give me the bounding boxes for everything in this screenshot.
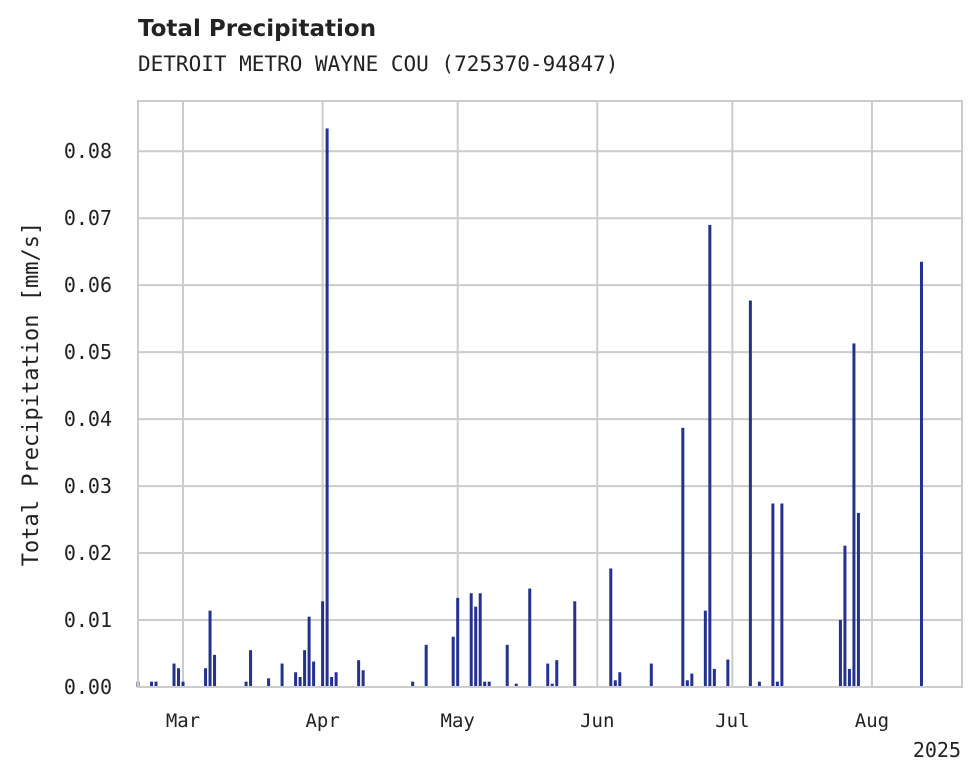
precip-bar <box>847 668 851 687</box>
precip-bar <box>267 678 271 687</box>
bar-series <box>136 128 923 688</box>
precip-bar <box>649 663 653 687</box>
precip-bar <box>919 261 923 687</box>
precip-bar <box>244 681 248 687</box>
y-tick-labels: 0.00 0.01 0.02 0.03 0.04 0.05 0.06 0.07 0.08 <box>64 139 112 699</box>
precip-bar <box>483 681 487 687</box>
precip-bar <box>726 659 730 687</box>
x-tick-label: Mar <box>166 710 200 732</box>
x-tick-label: Aug <box>855 710 889 732</box>
precip-bar <box>780 503 784 687</box>
precip-bar <box>411 681 415 687</box>
x-tick-labels: Mar Apr May Jun Jul Aug <box>166 710 889 732</box>
precip-bar <box>573 601 577 687</box>
chart-title: Total Precipitation <box>138 16 377 42</box>
precip-bar <box>357 660 361 687</box>
precip-bar <box>613 680 617 687</box>
precip-bar <box>307 616 311 687</box>
precip-bar <box>528 588 532 687</box>
precip-bar <box>469 593 473 687</box>
precip-bar <box>361 670 365 687</box>
precip-bar <box>708 224 712 687</box>
y-tick-label: 0.07 <box>64 206 112 230</box>
precip-bar <box>856 512 860 687</box>
precip-bar <box>712 668 716 687</box>
precip-bar <box>334 672 338 687</box>
precip-bar <box>852 343 856 687</box>
grid-lines <box>138 101 962 688</box>
precip-bar <box>451 636 455 687</box>
plot-frame <box>137 100 963 688</box>
precip-bar <box>546 663 550 687</box>
precip-bar <box>838 620 842 687</box>
precip-bar <box>181 681 185 687</box>
precip-bar <box>213 654 217 687</box>
precip-bar <box>325 128 329 688</box>
precip-bar <box>177 668 181 687</box>
precip-bar <box>321 601 325 687</box>
precip-bar <box>172 663 176 687</box>
precip-bar <box>294 672 298 687</box>
y-tick-label: 0.04 <box>64 407 112 431</box>
y-tick-label: 0.01 <box>64 608 112 632</box>
precip-bar <box>681 427 685 687</box>
precip-bar <box>550 683 554 687</box>
y-axis-label: Total Precipitation [mm/s] <box>19 222 44 566</box>
precip-bar <box>330 676 334 687</box>
precip-bar <box>703 610 707 687</box>
precip-bar <box>424 644 428 687</box>
x-tick-label: May <box>441 710 475 732</box>
precip-bar <box>555 660 559 687</box>
precip-bar <box>478 593 482 687</box>
precip-bar <box>280 663 284 687</box>
precip-bar <box>690 673 694 687</box>
x-tick-label: Jul <box>715 710 749 732</box>
precip-bar <box>303 650 307 687</box>
precip-bar <box>487 681 491 687</box>
precip-bar <box>208 610 212 687</box>
precip-bar <box>748 300 752 687</box>
y-tick-label: 0.08 <box>64 139 112 163</box>
precip-bar <box>249 650 253 687</box>
precip-bar <box>514 683 518 687</box>
precip-bar <box>150 681 154 687</box>
precip-bar <box>771 503 775 687</box>
precip-bar <box>505 644 509 687</box>
precip-bar <box>757 681 761 687</box>
y-tick-label: 0.05 <box>64 340 112 364</box>
precip-bar <box>474 606 478 687</box>
precip-bar <box>456 597 460 687</box>
x-tick-label: Jun <box>580 710 614 732</box>
precip-bar <box>312 661 316 687</box>
precip-bar <box>298 676 302 687</box>
precip-bar <box>204 668 208 687</box>
y-tick-label: 0.03 <box>64 474 112 498</box>
chart-subtitle: DETROIT METRO WAYNE COU (725370-94847) <box>138 52 619 76</box>
x-tick-label: Apr <box>305 710 339 732</box>
y-tick-label: 0.02 <box>64 541 112 565</box>
precip-bar <box>618 672 622 687</box>
precip-bar <box>609 568 613 687</box>
precip-bar <box>154 681 158 687</box>
y-tick-label: 0.00 <box>64 675 112 699</box>
precip-bar <box>685 680 689 687</box>
year-label: 2025 <box>913 738 961 762</box>
precip-bar <box>843 545 847 687</box>
precip-bar <box>775 681 779 687</box>
y-tick-label: 0.06 <box>64 273 112 297</box>
